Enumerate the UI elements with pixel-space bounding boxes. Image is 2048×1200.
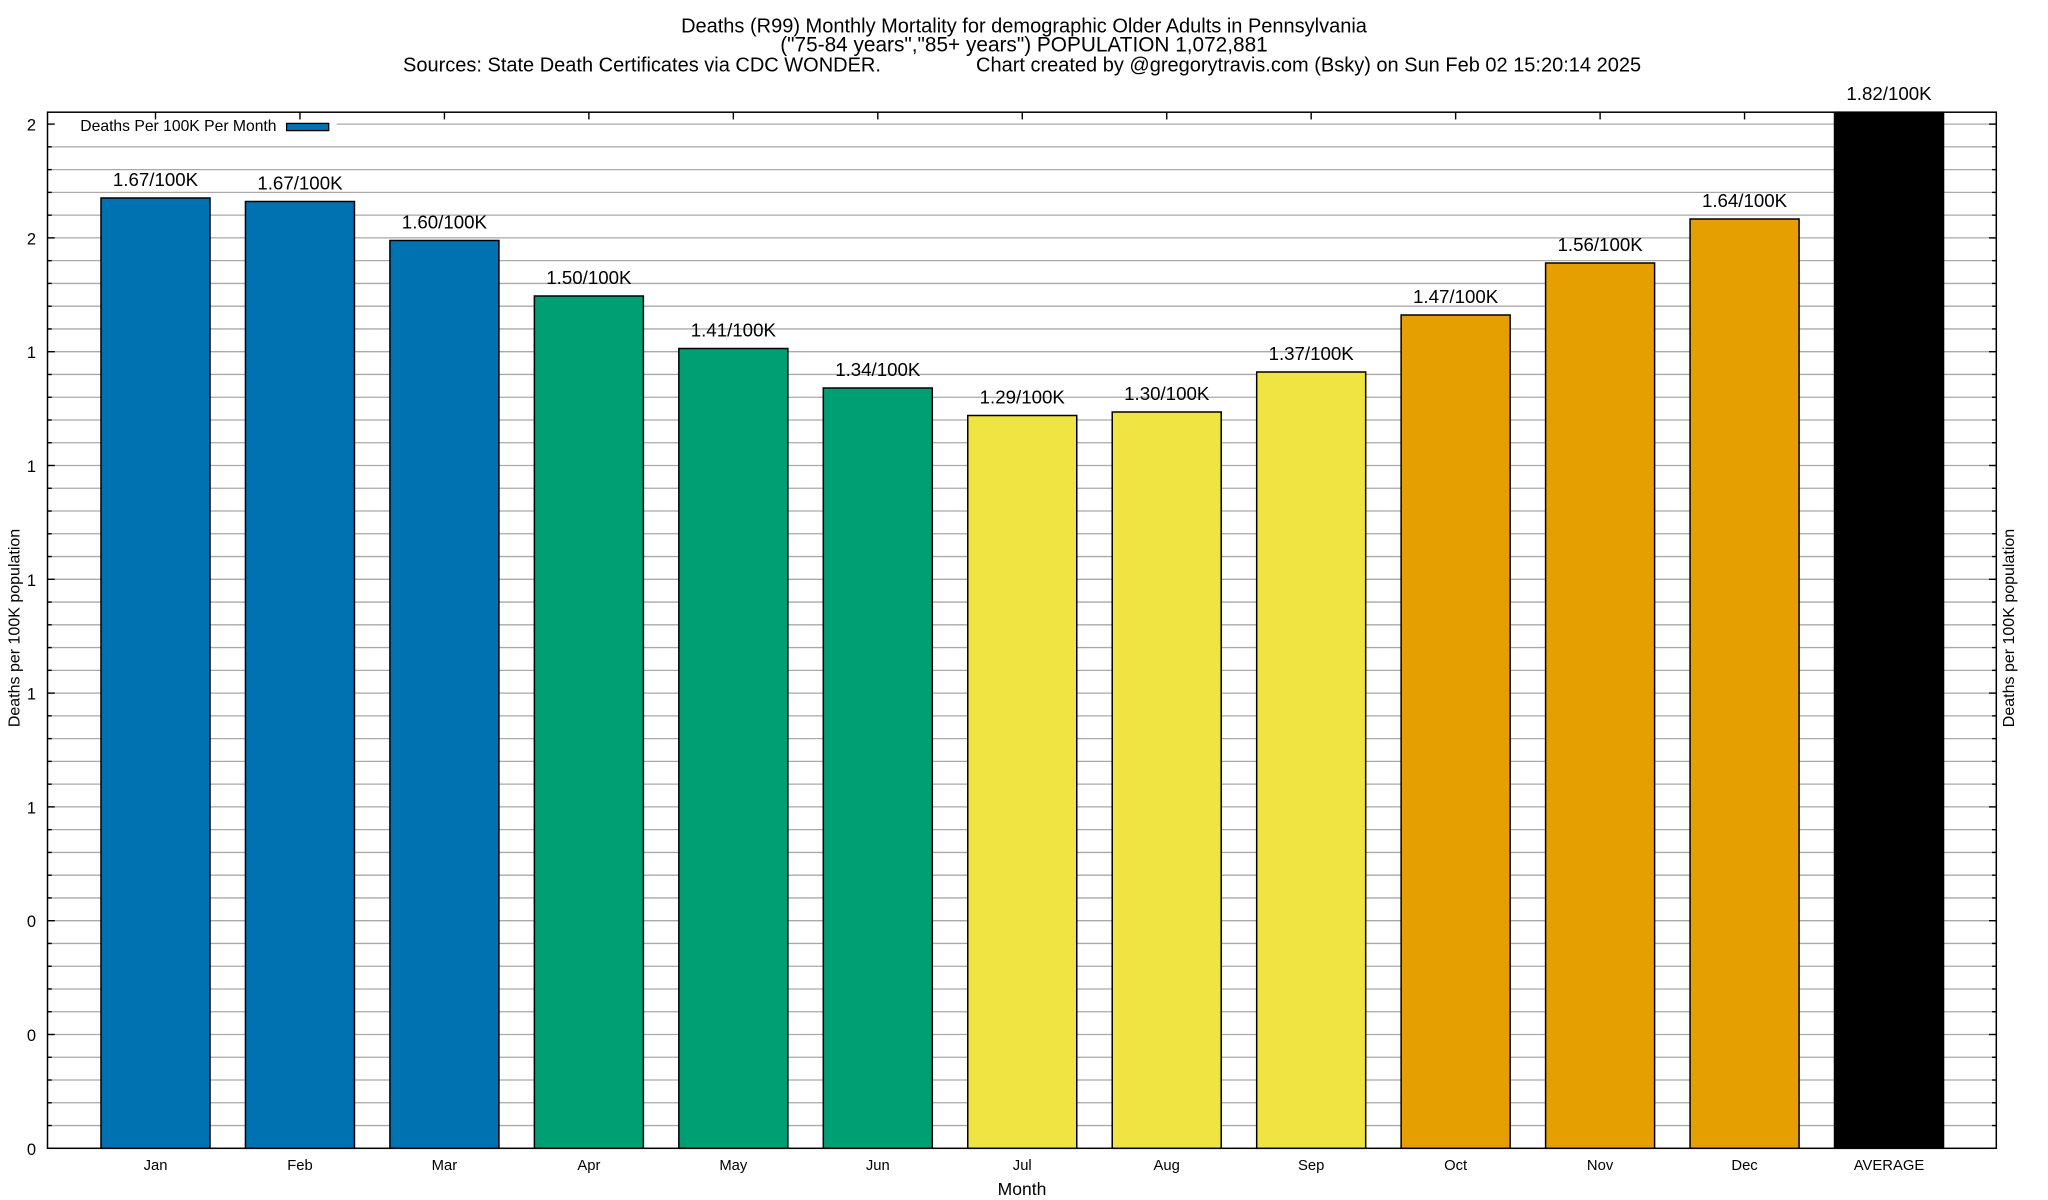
svg-text:Deaths per 100K population: Deaths per 100K population: [2001, 529, 2018, 727]
svg-text:0: 0: [27, 913, 36, 931]
svg-text:Deaths Per 100K Per Month: Deaths Per 100K Per Month: [80, 118, 276, 135]
svg-text:Oct: Oct: [1444, 1158, 1467, 1174]
svg-text:2: 2: [27, 230, 36, 248]
svg-text:1.47/100K: 1.47/100K: [1413, 286, 1499, 307]
svg-text:1.29/100K: 1.29/100K: [980, 387, 1066, 408]
svg-text:1: 1: [27, 572, 36, 590]
svg-text:1: 1: [27, 799, 36, 817]
svg-text:1.41/100K: 1.41/100K: [691, 320, 777, 341]
svg-text:Sep: Sep: [1298, 1158, 1324, 1174]
svg-text:Chart created by @gregorytrav: Chart created by @gregorytravis.com (Bsk…: [976, 54, 1641, 76]
svg-text:0: 0: [27, 1027, 36, 1045]
svg-text:("75-84 years","85+ years") PO: ("75-84 years","85+ years") POPULATION 1…: [780, 34, 1267, 57]
svg-text:1.50/100K: 1.50/100K: [546, 267, 632, 288]
svg-text:1.60/100K: 1.60/100K: [402, 212, 488, 233]
svg-text:1.67/100K: 1.67/100K: [113, 169, 199, 190]
svg-text:1.30/100K: 1.30/100K: [1124, 383, 1210, 404]
svg-text:1.64/100K: 1.64/100K: [1702, 190, 1788, 211]
svg-text:0: 0: [27, 1141, 36, 1159]
svg-text:Dec: Dec: [1731, 1158, 1758, 1174]
svg-text:1.82/100K: 1.82/100K: [1846, 83, 1932, 104]
svg-text:Jan: Jan: [144, 1158, 168, 1174]
svg-text:1: 1: [27, 458, 36, 476]
svg-text:Jul: Jul: [1013, 1158, 1032, 1174]
svg-text:May: May: [719, 1158, 748, 1174]
svg-text:1.37/100K: 1.37/100K: [1269, 343, 1355, 364]
svg-text:Feb: Feb: [287, 1158, 313, 1174]
svg-text:1.34/100K: 1.34/100K: [835, 359, 921, 380]
svg-text:1: 1: [27, 686, 36, 704]
svg-text:Month: Month: [998, 1179, 1047, 1199]
svg-text:AVERAGE: AVERAGE: [1854, 1158, 1925, 1174]
svg-text:Jun: Jun: [866, 1158, 890, 1174]
svg-text:1.67/100K: 1.67/100K: [257, 173, 343, 194]
svg-text:Deaths (R99) Monthly Mortality: Deaths (R99) Monthly Mortality for demog…: [681, 15, 1368, 37]
svg-text:Sources: State Death Certifica: Sources: State Death Certificates via CD…: [403, 54, 881, 76]
svg-text:Apr: Apr: [577, 1158, 600, 1174]
svg-text:Mar: Mar: [432, 1158, 458, 1174]
svg-text:1.56/100K: 1.56/100K: [1557, 234, 1643, 255]
svg-text:Aug: Aug: [1154, 1158, 1180, 1174]
svg-text:1: 1: [27, 344, 36, 362]
svg-text:Deaths per 100K population: Deaths per 100K population: [6, 529, 23, 727]
svg-text:2: 2: [27, 117, 36, 135]
svg-text:Nov: Nov: [1587, 1158, 1614, 1174]
